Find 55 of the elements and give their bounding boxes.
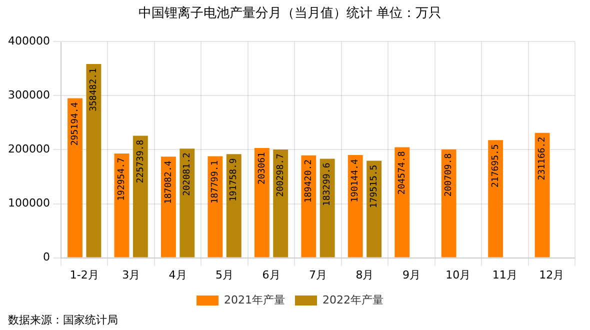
data-label: 200709.8 (444, 153, 454, 197)
data-label: 202081.2 (182, 152, 192, 196)
data-label: 189420.2 (304, 159, 314, 203)
bar (226, 154, 242, 258)
data-label: 183299.6 (322, 162, 333, 206)
chart-title: 中国锂离子电池产量分月（当月值）统计 单位：万只 (138, 5, 442, 22)
bar (208, 156, 223, 258)
bar (301, 155, 316, 258)
bar (132, 136, 148, 258)
y-tick-label: 400000 (8, 34, 50, 48)
x-tick-label: 7月 (308, 268, 327, 282)
legend-label: 2021年产量 (224, 293, 286, 306)
data-label: 231166.2 (538, 136, 548, 180)
bar (348, 155, 363, 258)
bar (394, 147, 410, 258)
bar (441, 149, 456, 258)
data-label: 203061 (257, 152, 268, 185)
bar (534, 132, 550, 258)
x-tick-label: 12月 (539, 268, 564, 282)
bar (160, 156, 176, 258)
y-tick-label: 0 (42, 250, 50, 264)
x-tick-label: 1-2月 (70, 268, 99, 282)
x-tick-label: 11月 (492, 268, 518, 282)
y-tick-label: 100000 (8, 196, 50, 210)
bar (488, 140, 504, 258)
x-tick-label: 4月 (168, 268, 187, 282)
legend-label: 2022年产量 (322, 293, 384, 306)
bar (86, 64, 102, 258)
data-label: 295194.4 (70, 102, 80, 146)
bar (254, 148, 270, 258)
data-label: 217695.5 (490, 144, 501, 188)
data-label: 190144.4 (350, 159, 361, 202)
x-tick-label: 9月 (402, 268, 420, 282)
data-label: 200298.7 (276, 154, 286, 197)
data-label: 187082.4 (164, 160, 174, 204)
x-tick-label: 8月 (356, 268, 374, 282)
source-note: 数据来源：国家统计局 (8, 313, 118, 326)
data-label: 187799.1 (210, 160, 221, 204)
x-tick-label: 6月 (262, 268, 280, 282)
x-tick-label: 10月 (446, 268, 471, 282)
data-label: 191758.9 (229, 158, 240, 202)
x-tick-label: 5月 (216, 268, 234, 282)
bar (68, 98, 82, 258)
bar (180, 148, 195, 258)
data-label: 179515.5 (369, 164, 380, 208)
data-label: 192954.7 (117, 158, 128, 201)
data-label: 358482.1 (89, 68, 100, 112)
bar (320, 158, 335, 258)
bar (273, 150, 288, 258)
y-tick-label: 200000 (8, 142, 50, 156)
data-label: 225739.8 (136, 140, 146, 184)
y-tick-label: 300000 (8, 88, 50, 102)
bar (366, 160, 382, 258)
data-label: 204574.8 (397, 151, 408, 195)
x-tick-label: 3月 (122, 268, 140, 282)
